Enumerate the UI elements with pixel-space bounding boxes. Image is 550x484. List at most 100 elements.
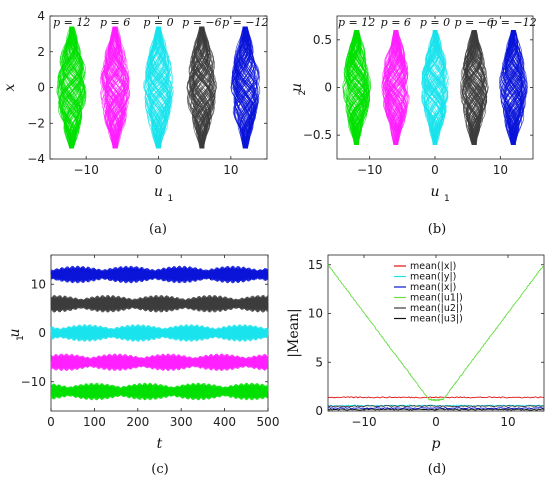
y-tick-label: 0 [38, 326, 46, 340]
panel-b: −10 0 10 0.5 0 −0.5 p = 12 p = 6 p = 0 p = −6p = … [289, 15, 537, 237]
trajectory-line [387, 30, 405, 145]
x-tick-label: 10 [223, 163, 238, 177]
trajectory-line [192, 26, 212, 149]
time-series-band-1 [50, 294, 269, 313]
trajectory-line [56, 26, 81, 149]
legend-entry: mean(|u1|) [410, 293, 463, 304]
legend-entry: mean(|u2|) [410, 303, 463, 314]
x-tick-label: 200 [126, 415, 149, 429]
series-cluster-2 [420, 30, 449, 145]
trajectory-line [464, 30, 482, 145]
time-series-band-4 [50, 382, 269, 401]
x-tick-label: 0 [431, 163, 439, 177]
series-cluster-1 [100, 26, 131, 149]
legend-entry: mean(|x|) [410, 282, 456, 293]
trajectory-line [426, 30, 443, 145]
trajectory-line [63, 26, 77, 149]
trajectory-line [149, 26, 167, 149]
x-axis-label: t [157, 436, 163, 452]
x-tick-label: 0 [47, 415, 55, 429]
x-tick-label: 100 [83, 415, 106, 429]
trajectory-line [350, 30, 365, 145]
trajectory-line [505, 30, 525, 145]
trajectory-line [504, 30, 528, 145]
series-label: p = 12 [53, 16, 90, 29]
trajectory-line [61, 26, 83, 149]
trajectory-line [57, 26, 82, 149]
trajectory-line [104, 26, 123, 149]
trajectory-line [236, 26, 253, 149]
trajectory-line [464, 30, 482, 145]
trajectory-line [143, 26, 169, 149]
trajectory-line [193, 26, 218, 149]
trajectory-line [348, 30, 364, 145]
trajectory-line [343, 30, 366, 145]
series-cluster-0 [56, 26, 87, 149]
trajectory-line [147, 26, 170, 149]
trajectory-line [105, 26, 121, 149]
trajectory-line [348, 30, 369, 145]
trajectory-line [504, 30, 523, 145]
y-axis-label-subscript: 1 [16, 335, 26, 341]
trajectory-line [466, 30, 486, 145]
trajectory-line [196, 26, 211, 149]
y-tick-label: −2 [27, 116, 45, 130]
y-axis-label-subscript: 2 [298, 90, 308, 96]
panel-d: −10 0 10151050mean(|x|)mean(|y|)mean(|x|)m… [286, 254, 545, 477]
time-series-band-0 [50, 265, 269, 284]
time-series-line [50, 353, 269, 372]
series-label: p = −6 [454, 16, 493, 29]
trajectory-line [233, 26, 260, 149]
trajectory-line [235, 26, 257, 149]
trajectory-line [425, 30, 448, 145]
trajectory-line [190, 26, 211, 149]
y-tick-label: 0 [324, 81, 332, 95]
time-series-line [50, 294, 269, 313]
trajectory-line [63, 26, 85, 149]
trajectory-line [386, 30, 403, 145]
y-tick-label: −4 [27, 152, 45, 166]
trajectory-line [464, 30, 483, 145]
series-label: p = −6 [182, 16, 221, 29]
trajectory-line [105, 26, 125, 149]
y-axis-label: u [7, 328, 23, 337]
series-label: p = 0 [143, 16, 173, 29]
trajectory-line [427, 30, 445, 145]
trajectory-line [423, 30, 444, 145]
y-tick-label: 0 [315, 404, 323, 418]
trajectory-line [464, 30, 482, 145]
y-axis-label: |Mean| [286, 308, 302, 357]
trajectory-line [236, 26, 253, 149]
series-cluster-3 [459, 30, 489, 145]
mean-series-line-3 [327, 264, 545, 402]
trajectory-line [235, 26, 254, 149]
y-tick-label: 2 [37, 45, 45, 59]
trajectory-line [346, 30, 365, 145]
trajectory-line [233, 26, 260, 149]
trajectory-line [504, 30, 525, 145]
series-label: p = 0 [420, 16, 450, 29]
series-cluster-3 [186, 26, 218, 149]
legend-entry: mean(|x|) [410, 261, 456, 272]
trajectory-line [101, 26, 124, 149]
trajectory-line [188, 26, 212, 149]
trajectory-line [59, 26, 83, 149]
trajectory-line [389, 30, 405, 145]
x-tick-label: −10 [351, 415, 376, 429]
trajectory-line [428, 30, 446, 145]
trajectory-line [104, 26, 128, 149]
x-tick-label: 400 [213, 415, 236, 429]
series-cluster-4 [230, 26, 261, 149]
trajectory-line [501, 30, 525, 145]
x-axis-label: u [430, 184, 439, 200]
trajectory-line [348, 30, 370, 145]
trajectory-line [502, 30, 522, 145]
trajectory-line [386, 30, 402, 145]
trajectory-line [465, 30, 487, 145]
panel-caption: (a) [149, 222, 167, 237]
trajectory-line [388, 30, 409, 145]
mean-series-line-5 [327, 408, 545, 411]
trajectory-line [460, 30, 483, 145]
x-tick-label: −10 [357, 163, 382, 177]
y-tick-label: −0.5 [303, 128, 332, 142]
